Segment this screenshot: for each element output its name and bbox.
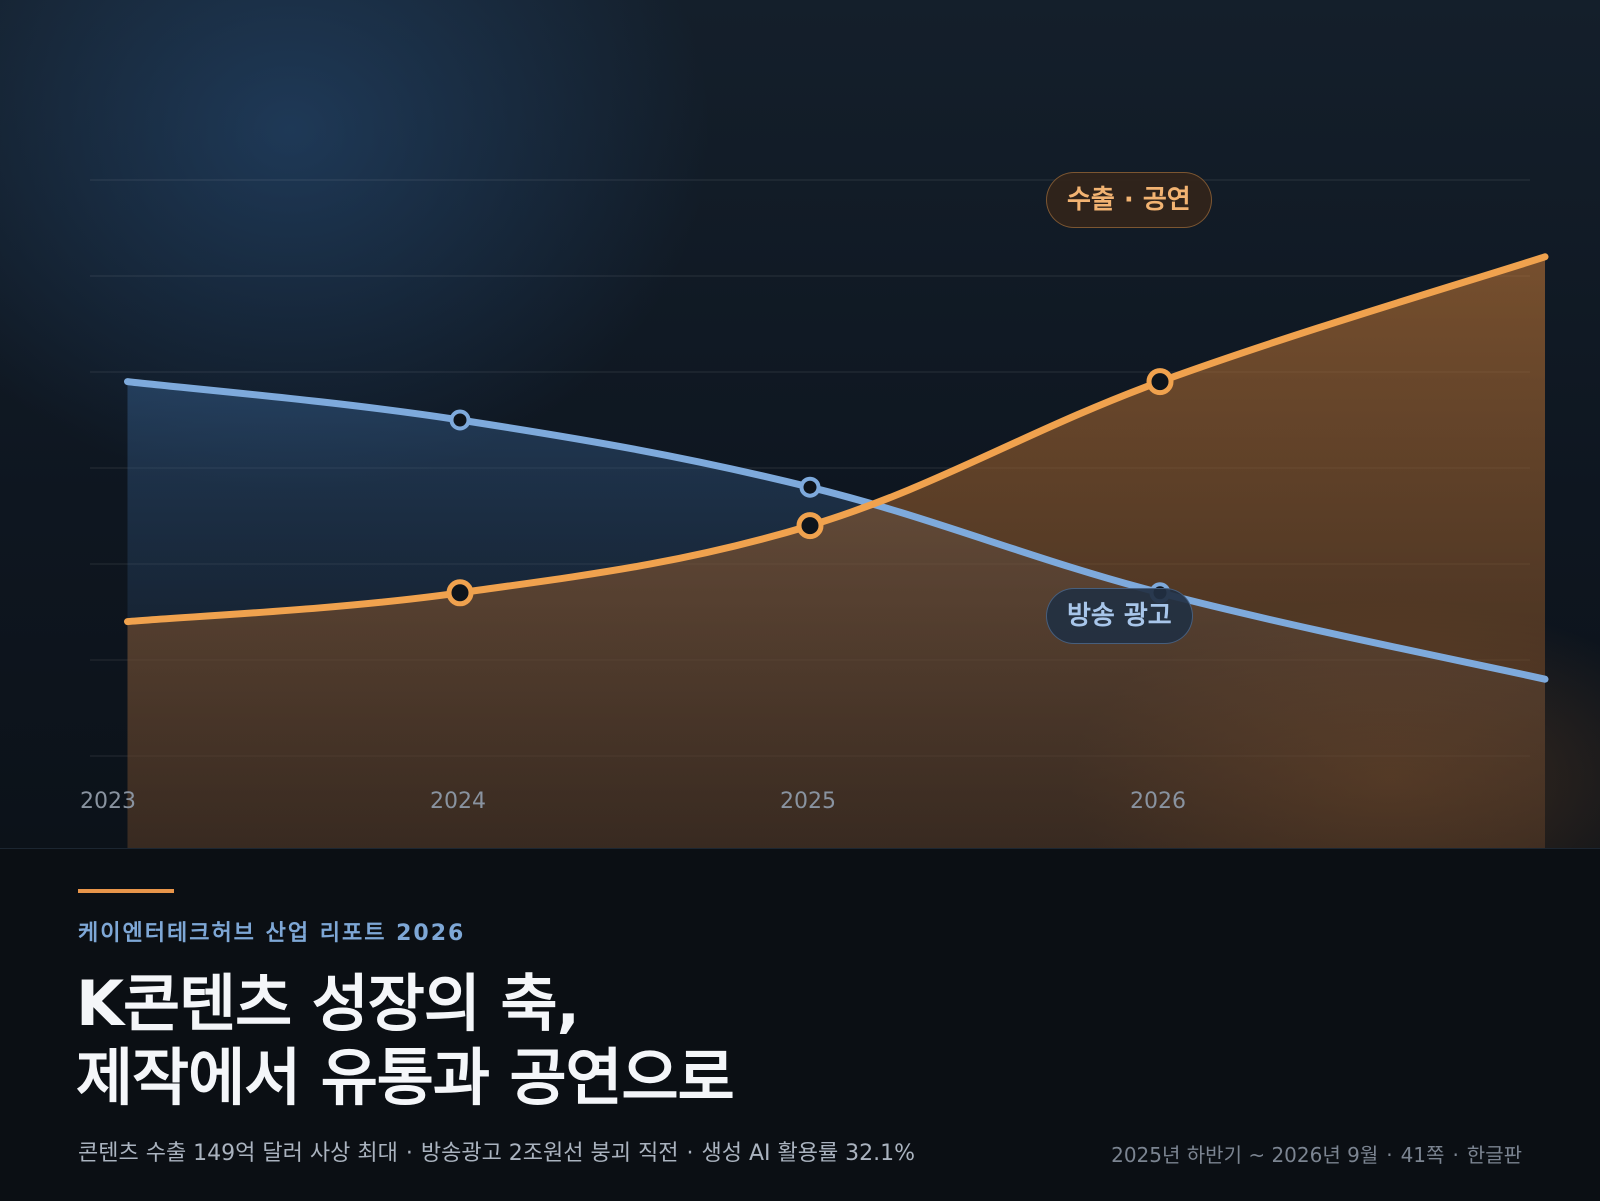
headline-line-1: K콘텐츠 성장의 축,	[76, 967, 580, 1040]
summary-item: 방송광고 2조원선 붕괴 직전	[420, 1141, 679, 1166]
point-export-2024	[446, 579, 474, 607]
separator: ·	[686, 1141, 694, 1166]
report-meta: 2025년 하반기 ~ 2026년 9월 · 41쪽 · 한글판	[1111, 1139, 1522, 1168]
meta-language: 한글판	[1466, 1143, 1522, 1167]
x-tick-label: 2025	[780, 789, 836, 814]
point-broadcast-2025	[799, 476, 821, 498]
series-label-export: 수출 · 공연	[1046, 172, 1212, 228]
summary-item: 콘텐츠 수출 149억 달러 사상 최대	[78, 1141, 398, 1166]
separator: ·	[1452, 1143, 1459, 1167]
chart-area: 2023 2024 2025 2026 수출 · 공연 방송 광고	[0, 0, 1600, 848]
separator: ·	[1386, 1143, 1393, 1167]
series-label-broadcast: 방송 광고	[1046, 588, 1193, 644]
headline-line-2: 제작에서 유통과 공연으로	[76, 1041, 735, 1114]
series-markers	[446, 368, 1174, 607]
report-kicker: 케이엔터테크허브 산업 리포트 2026	[78, 921, 466, 946]
summary-line: 콘텐츠 수출 149억 달러 사상 최대 · 방송광고 2조원선 붕괴 직전 · 생성 …	[78, 1135, 915, 1167]
area-export	[127, 256, 1545, 848]
x-tick-label: 2023	[80, 789, 136, 814]
meta-period: 2025년 하반기 ~ 2026년 9월	[1111, 1143, 1379, 1167]
x-tick-label: 2024	[430, 789, 486, 814]
point-export-2026	[1146, 368, 1174, 396]
point-broadcast-2024	[449, 409, 471, 431]
line-area-chart: 2023 2024 2025 2026	[80, 179, 1549, 848]
x-tick-label: 2026	[1130, 789, 1186, 814]
report-footer: 케이엔터테크허브 산업 리포트 2026 K콘텐츠 성장의 축, 제작에서 유통…	[0, 848, 1600, 1201]
page-title: K콘텐츠 성장의 축, 제작에서 유통과 공연으로	[76, 967, 735, 1115]
meta-pages: 41쪽	[1400, 1143, 1445, 1167]
summary-item: 생성 AI 활용률 32.1%	[701, 1141, 916, 1166]
accent-rule	[78, 889, 174, 893]
x-axis-ticks: 2023 2024 2025 2026	[80, 789, 1186, 814]
separator: ·	[405, 1141, 413, 1166]
point-export-2025	[796, 512, 824, 540]
series-areas	[127, 256, 1545, 848]
